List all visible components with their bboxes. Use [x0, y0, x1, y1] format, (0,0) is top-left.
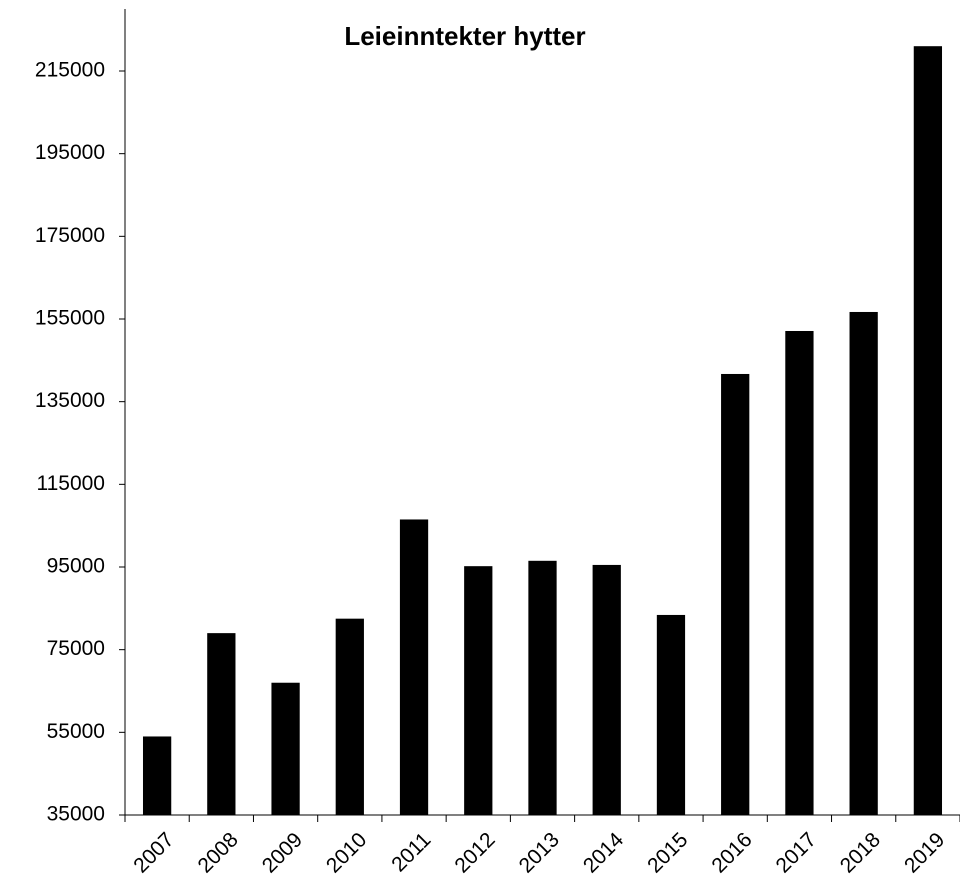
bar — [592, 564, 621, 815]
x-tick-label: 2015 — [643, 828, 692, 877]
x-tick-label: 2012 — [450, 828, 499, 877]
x-tick-label: 2007 — [129, 828, 178, 877]
y-tick-label: 75000 — [47, 637, 105, 660]
y-tick-label: 95000 — [47, 555, 105, 578]
y-tick-label: 55000 — [47, 720, 105, 743]
bar — [335, 618, 364, 815]
y-tick-label: 175000 — [35, 224, 105, 247]
bar — [656, 614, 686, 815]
y-tick-label: 115000 — [36, 472, 105, 495]
bar — [207, 633, 236, 815]
x-tick-label: 2008 — [194, 828, 243, 877]
bar — [849, 311, 878, 815]
bar — [399, 519, 429, 815]
x-tick-label: 2019 — [900, 828, 949, 877]
y-tick-label: 35000 — [47, 803, 105, 826]
y-tick-label: 195000 — [35, 141, 105, 164]
x-tick-label: 2017 — [772, 828, 821, 877]
x-tick-label: 2018 — [836, 828, 885, 877]
bar — [913, 46, 943, 815]
bar — [464, 566, 493, 815]
x-tick-label: 2011 — [387, 828, 435, 876]
x-tick-label: 2010 — [322, 828, 371, 877]
bar — [721, 373, 750, 815]
x-tick-label: 2013 — [515, 828, 564, 877]
bar — [142, 736, 172, 815]
x-tick-label: 2009 — [258, 828, 307, 877]
y-tick-label: 135000 — [35, 389, 105, 412]
y-tick-label: 155000 — [35, 307, 105, 330]
bar — [785, 330, 814, 815]
x-tick-label: 2014 — [579, 828, 629, 878]
x-tick-label: 2016 — [707, 828, 756, 877]
bar — [271, 682, 300, 815]
bar — [528, 560, 557, 815]
chart-title: Leieinntekter hytter — [344, 21, 585, 51]
y-tick-label: 215000 — [35, 59, 105, 82]
